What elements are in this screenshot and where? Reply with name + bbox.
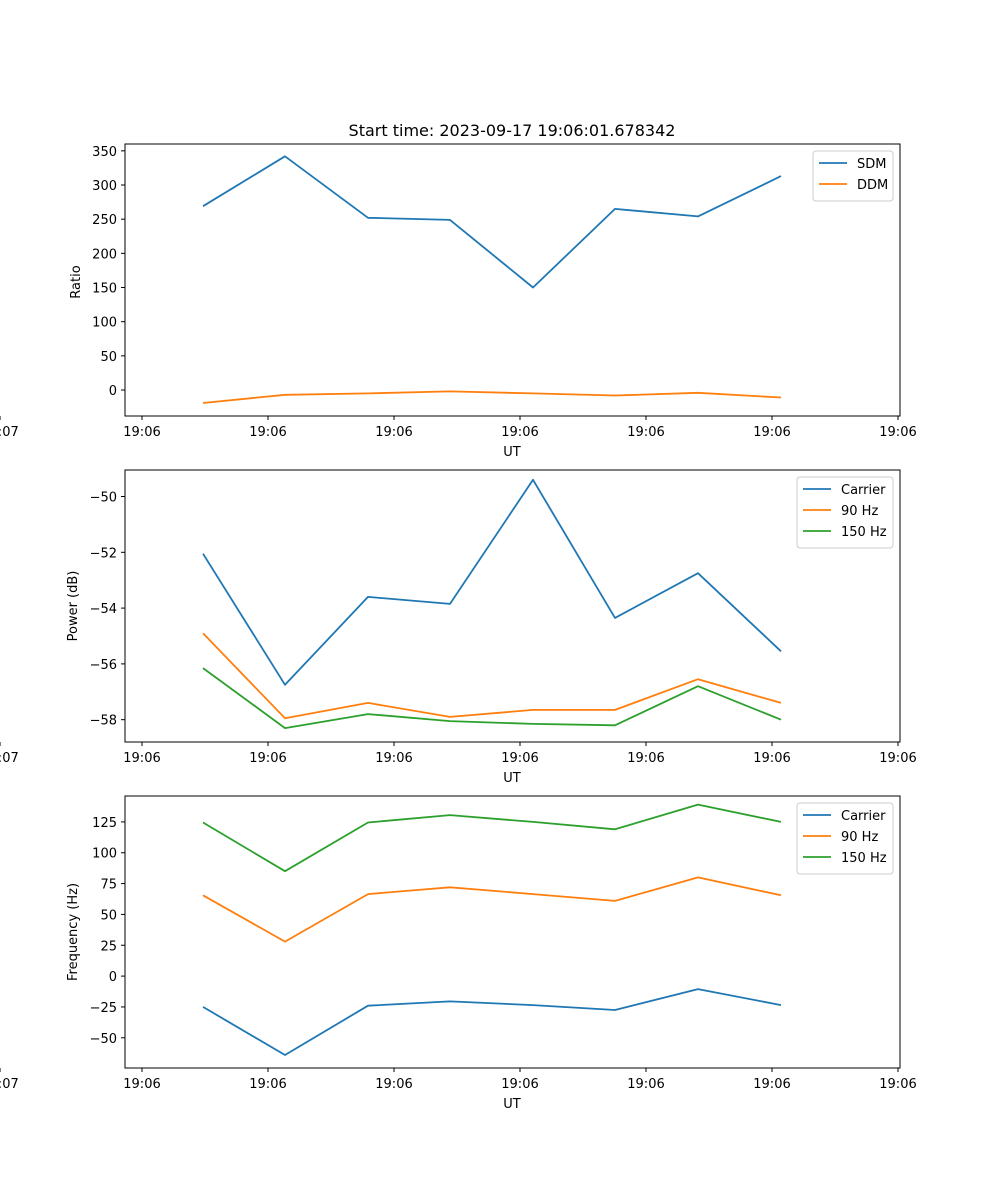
y-tick-label: 0 [109, 970, 117, 985]
series-line-150-hz [202, 803, 782, 873]
legend-label: Carrier [841, 809, 886, 824]
series-line-carrier [202, 478, 782, 686]
y-tick-label: −52 [90, 546, 117, 561]
legend-label: 90 Hz [841, 830, 878, 845]
plot-frame [124, 795, 901, 1069]
legend-label: SDM [857, 157, 886, 172]
x-tick-label: 19:06 [753, 1077, 790, 1092]
y-tick-label: −56 [90, 658, 117, 673]
y-tick-label: 100 [92, 316, 117, 331]
x-axis-label: UT [503, 1097, 521, 1112]
y-tick-label: 50 [100, 350, 117, 365]
y-axis-label: Ratio [69, 265, 84, 298]
y-axis-label: Frequency (Hz) [66, 883, 81, 981]
x-tick-label: 19:06 [249, 751, 286, 766]
x-tick-label: 19:07 [0, 1077, 19, 1092]
legend-label: 150 Hz [841, 851, 887, 866]
y-tick-label: −50 [90, 491, 117, 506]
legend: SDM DDM [812, 150, 894, 202]
legend-label: 150 Hz [841, 525, 887, 540]
x-tick-label: 19:06 [375, 1077, 412, 1092]
legend: Carrier 90 Hz 150 Hz [796, 476, 894, 549]
series-line-carrier [202, 988, 782, 1056]
y-tick-label: 300 [92, 179, 117, 194]
y-tick-label: 100 [92, 847, 117, 862]
y-tick-label: 25 [100, 939, 117, 954]
y-tick-label: −58 [90, 714, 117, 729]
x-tick-label: 19:06 [753, 751, 790, 766]
y-tick-label: −25 [90, 1001, 117, 1016]
chart-title: Start time: 2023-09-17 19:06:01.678342 [349, 121, 676, 140]
x-tick-label: 19:06 [879, 425, 916, 440]
series-line-ddm [202, 390, 782, 404]
series-line-sdm [202, 155, 782, 289]
x-tick-label: 19:06 [249, 425, 286, 440]
series-line-90-hz [202, 876, 782, 943]
legend-label: 90 Hz [841, 504, 878, 519]
legend: Carrier 90 Hz 150 Hz [796, 802, 894, 875]
y-tick-label: 50 [100, 908, 117, 923]
y-axis-label: Power (dB) [66, 571, 81, 642]
x-tick-label: 19:06 [627, 425, 664, 440]
x-tick-label: 19:07 [0, 425, 19, 440]
legend-label: DDM [857, 178, 888, 193]
x-tick-label: 19:06 [123, 1077, 160, 1092]
x-tick-label: 19:06 [879, 751, 916, 766]
plot-frame [124, 469, 901, 743]
y-tick-label: 250 [92, 213, 117, 228]
y-tick-label: −50 [90, 1032, 117, 1047]
plot-frame [124, 143, 901, 417]
y-tick-label: 125 [92, 816, 117, 831]
x-tick-label: 19:06 [123, 425, 160, 440]
x-axis-label: UT [503, 771, 521, 786]
x-axis-label: UT [503, 445, 521, 460]
power-chart: UT Power (dB) −50 −52 −54 −56 −58 19:06 19:06 1… [0, 469, 917, 786]
legend-label: Carrier [841, 483, 886, 498]
frequency-chart: UT Frequency (Hz) 125 100 75 50 25 0 −25 −50 19:… [0, 795, 917, 1112]
y-tick-label: 150 [92, 282, 117, 297]
series-line-90-hz [202, 632, 782, 720]
x-tick-label: 19:06 [879, 1077, 916, 1092]
y-tick-label: 350 [92, 145, 117, 160]
x-tick-label: 19:06 [627, 751, 664, 766]
ratio-chart: Start time: 2023-09-17 19:06:01.678342 U… [0, 121, 917, 460]
y-tick-label: 0 [109, 384, 117, 399]
x-tick-label: 19:06 [753, 425, 790, 440]
x-tick-label: 19:06 [501, 425, 538, 440]
series-line-150-hz [202, 667, 782, 729]
x-tick-label: 19:06 [249, 1077, 286, 1092]
y-tick-label: 200 [92, 247, 117, 262]
x-tick-label: 19:06 [501, 1077, 538, 1092]
x-tick-label: 19:06 [123, 751, 160, 766]
y-tick-label: −54 [90, 602, 117, 617]
x-tick-label: 19:06 [375, 425, 412, 440]
x-tick-label: 19:06 [501, 751, 538, 766]
x-tick-label: 19:06 [375, 751, 412, 766]
y-tick-label: 75 [100, 878, 117, 893]
x-tick-label: 19:06 [627, 1077, 664, 1092]
x-tick-label: 19:07 [0, 751, 19, 766]
